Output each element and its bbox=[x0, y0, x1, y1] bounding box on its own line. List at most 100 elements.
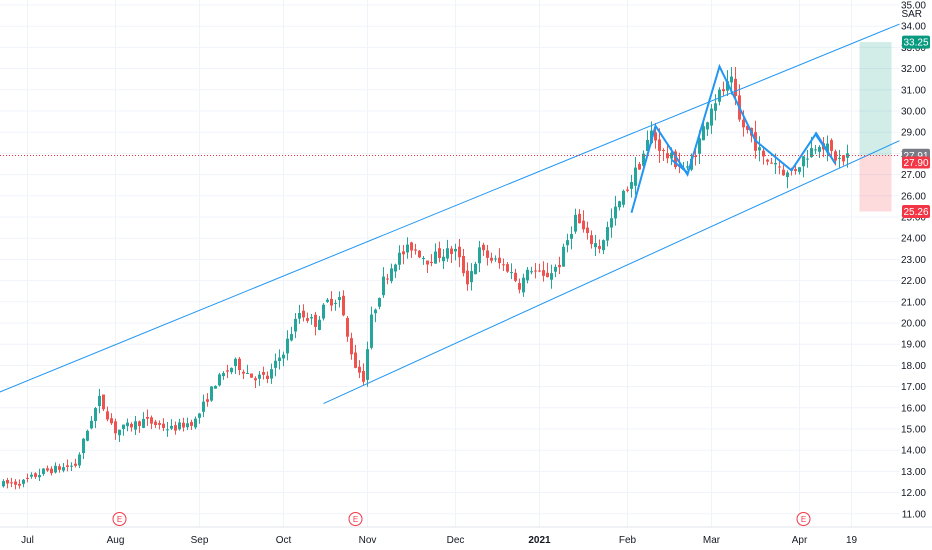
candle-body bbox=[774, 162, 777, 165]
channel-upper-line[interactable] bbox=[0, 23, 900, 403]
candle-body bbox=[50, 468, 53, 474]
candle-body bbox=[266, 375, 269, 379]
candle-body bbox=[326, 299, 329, 302]
candle-body bbox=[290, 334, 293, 341]
candle-body bbox=[278, 357, 281, 362]
candle-body bbox=[622, 190, 625, 205]
currency-label: SAR bbox=[901, 9, 922, 20]
pattern-lines[interactable] bbox=[630, 63, 837, 214]
pattern-polyline[interactable] bbox=[630, 63, 833, 214]
candle-body bbox=[466, 270, 469, 285]
price-tick-label: 25.00 bbox=[901, 213, 926, 224]
candle-body bbox=[98, 395, 101, 407]
candle-body bbox=[694, 156, 697, 158]
channel-lower-line[interactable] bbox=[323, 140, 900, 405]
candle-body bbox=[718, 89, 721, 102]
candle-body bbox=[686, 166, 689, 168]
candle-body bbox=[322, 304, 325, 319]
candle-body bbox=[18, 483, 21, 486]
candle-body bbox=[726, 81, 729, 91]
candle-body bbox=[346, 318, 349, 337]
candle-body bbox=[646, 140, 649, 152]
candle-body bbox=[154, 421, 157, 426]
candle-body bbox=[526, 269, 529, 281]
candle-body bbox=[22, 479, 25, 484]
time-tick-label: Jul bbox=[21, 535, 34, 546]
candle-body bbox=[254, 378, 257, 381]
candle-body bbox=[594, 243, 597, 248]
candle-body bbox=[602, 240, 605, 251]
candle-body bbox=[762, 150, 765, 157]
price-tick-label: 35.00 bbox=[901, 1, 926, 12]
candle-body bbox=[542, 270, 545, 276]
candle-body bbox=[610, 218, 613, 228]
time-tick-label: Dec bbox=[447, 535, 465, 546]
candle-body bbox=[242, 371, 245, 374]
candle-body bbox=[90, 420, 93, 429]
candle-body bbox=[190, 422, 193, 426]
price-tick-label: 24.00 bbox=[901, 234, 926, 245]
candle-body bbox=[62, 467, 65, 471]
price-tick-label: 32.00 bbox=[901, 64, 926, 75]
candle-body bbox=[710, 108, 713, 126]
candle-body bbox=[302, 310, 305, 318]
pattern-polyline[interactable] bbox=[670, 158, 689, 174]
candle-body bbox=[826, 143, 829, 153]
target-zone[interactable] bbox=[859, 42, 892, 156]
time-axis[interactable]: Jul Aug Sep Oct Nov Dec 2021 Feb Mar Apr 19 bbox=[0, 526, 932, 546]
price-tick-label: 18.00 bbox=[901, 361, 926, 372]
candle-body bbox=[314, 314, 317, 327]
candle-body bbox=[714, 103, 717, 111]
candle-body bbox=[758, 147, 761, 151]
candles bbox=[2, 66, 849, 490]
candle-body bbox=[590, 235, 593, 245]
earnings-event-marker[interactable] bbox=[348, 512, 363, 526]
candle-body bbox=[778, 166, 781, 168]
pattern-polyline[interactable] bbox=[814, 131, 837, 165]
time-tick-label: Oct bbox=[276, 535, 292, 546]
stop-price-tag bbox=[902, 204, 930, 218]
candle-body bbox=[42, 468, 45, 475]
candle-body bbox=[390, 268, 393, 282]
stop-zone[interactable] bbox=[859, 155, 892, 212]
candle-body bbox=[282, 354, 285, 359]
candle-body bbox=[310, 317, 313, 319]
price-axis[interactable]: 11.00 12.00 13.00 14.00 15.00 16.00 17.00 18.00… bbox=[900, 0, 932, 550]
target-price-tag-label: 33.25 bbox=[903, 38, 928, 49]
candle-body bbox=[186, 423, 189, 428]
time-tick-label: Feb bbox=[619, 535, 637, 546]
candle-body bbox=[94, 408, 97, 421]
price-tick-label: 23.00 bbox=[901, 255, 926, 266]
candle-body bbox=[198, 413, 201, 418]
candle-body bbox=[654, 132, 657, 141]
candle-body bbox=[806, 158, 809, 160]
price-tick-label: 15.00 bbox=[901, 425, 926, 436]
candle-body bbox=[430, 261, 433, 263]
candle-body bbox=[562, 246, 565, 267]
candle-body bbox=[58, 466, 61, 470]
earnings-event-marker[interactable] bbox=[112, 512, 127, 526]
candle-body bbox=[818, 146, 821, 152]
candle-body bbox=[146, 417, 149, 419]
candle-body bbox=[110, 418, 113, 424]
candle-body bbox=[586, 227, 589, 234]
candle-body bbox=[766, 159, 769, 162]
time-tick-label: Apr bbox=[792, 535, 808, 546]
current-price-tag-label: 27.91 bbox=[903, 151, 928, 162]
candle-body bbox=[286, 338, 289, 354]
candle-body bbox=[318, 319, 321, 330]
earnings-event-marker[interactable] bbox=[796, 512, 811, 526]
price-tick-label: 26.00 bbox=[901, 191, 926, 202]
candle-body bbox=[398, 252, 401, 265]
candle-body bbox=[730, 76, 733, 83]
candle-body bbox=[522, 277, 525, 293]
candle-body bbox=[638, 164, 641, 170]
candle-body bbox=[138, 421, 141, 426]
candle-body bbox=[478, 247, 481, 264]
candle-body bbox=[538, 270, 541, 272]
candle-body bbox=[722, 89, 725, 92]
candle-body bbox=[670, 152, 673, 159]
